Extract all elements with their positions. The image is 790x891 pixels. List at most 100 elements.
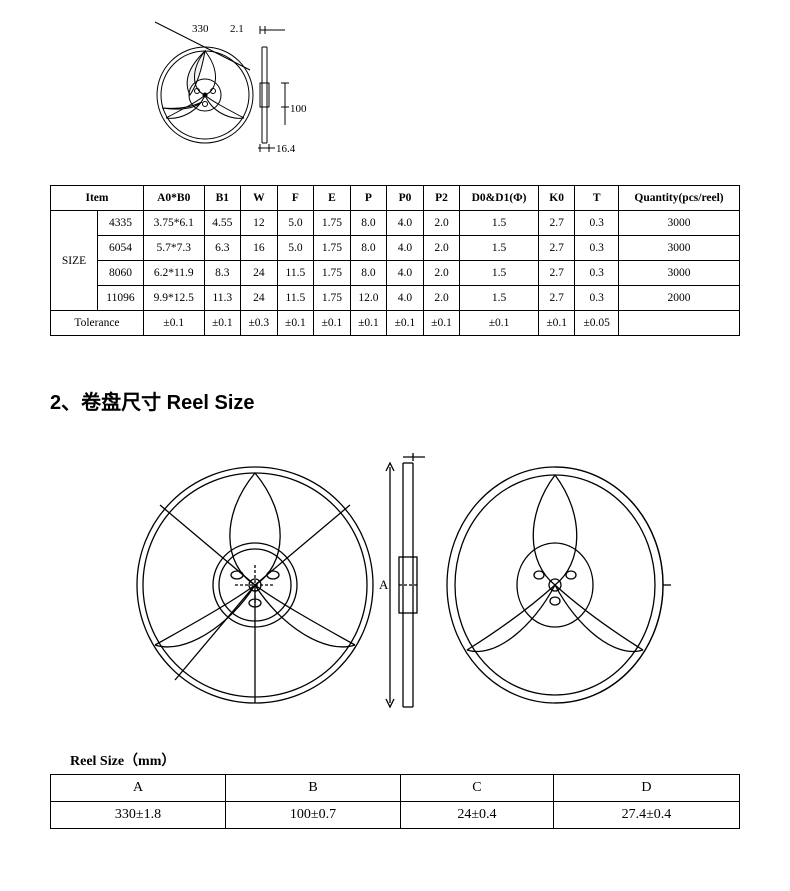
table-row: SIZE 4335 3.75*6.1 4.55 12 5.0 1.75 8.0 … <box>51 211 740 236</box>
cell: 24±0.4 <box>401 802 554 829</box>
col-w: W <box>241 186 278 211</box>
cell: 12.0 <box>350 286 387 311</box>
dim-16p4: 16.4 <box>276 143 296 155</box>
cell: 5.0 <box>277 236 314 261</box>
cell: 2.0 <box>423 286 460 311</box>
col-f: F <box>277 186 314 211</box>
cell: 1.75 <box>314 211 351 236</box>
cell: 2000 <box>619 286 740 311</box>
cell: ±0.1 <box>423 311 460 336</box>
cell: 11.5 <box>277 261 314 286</box>
cell: 8.0 <box>350 211 387 236</box>
reel-size-table: A B C D 330±1.8 100±0.7 24±0.4 27.4±0.4 <box>50 774 740 829</box>
cell: 12 <box>241 211 278 236</box>
table-header-row: A B C D <box>51 775 740 802</box>
cell: 6054 <box>98 236 144 261</box>
cell: 4.0 <box>387 286 424 311</box>
cell: 2.7 <box>538 286 575 311</box>
col-qty: Quantity(pcs/reel) <box>619 186 740 211</box>
col-D: D <box>553 775 739 802</box>
cell: 3000 <box>619 236 740 261</box>
cell: 0.3 <box>575 211 619 236</box>
size-label: SIZE <box>51 211 98 311</box>
tolerance-row: Tolerance ±0.1 ±0.1 ±0.3 ±0.1 ±0.1 ±0.1 … <box>51 311 740 336</box>
cell: 1.5 <box>460 286 539 311</box>
cell: 1.75 <box>314 261 351 286</box>
table-row: 330±1.8 100±0.7 24±0.4 27.4±0.4 <box>51 802 740 829</box>
cell: 4.55 <box>204 211 241 236</box>
top-reel-diagram: 330 2.1 100 1 <box>150 20 740 165</box>
cell: 8.0 <box>350 261 387 286</box>
table-row: 8060 6.2*11.9 8.3 24 11.5 1.75 8.0 4.0 2… <box>51 261 740 286</box>
cell: ±0.1 <box>204 311 241 336</box>
cell: 8.3 <box>204 261 241 286</box>
cell: 2.0 <box>423 211 460 236</box>
dim-100: 100 <box>290 103 307 115</box>
col-C: C <box>401 775 554 802</box>
cell: ±0.1 <box>387 311 424 336</box>
section-title-reel-size: 2、卷盘尺寸 Reel Size <box>50 386 740 415</box>
cell: 3000 <box>619 261 740 286</box>
cell: 24 <box>241 261 278 286</box>
cell: 4.0 <box>387 261 424 286</box>
cell: ±0.1 <box>538 311 575 336</box>
cell: 11.5 <box>277 286 314 311</box>
col-t: T <box>575 186 619 211</box>
cell: 16 <box>241 236 278 261</box>
cell: 330±1.8 <box>51 802 226 829</box>
cell: 3000 <box>619 211 740 236</box>
cell: 5.7*7.3 <box>143 236 204 261</box>
col-e: E <box>314 186 351 211</box>
cell: ±0.1 <box>350 311 387 336</box>
tolerance-label: Tolerance <box>51 311 144 336</box>
cell: 2.0 <box>423 236 460 261</box>
cell: 1.5 <box>460 236 539 261</box>
cell <box>619 311 740 336</box>
col-p2: P2 <box>423 186 460 211</box>
cell: 0.3 <box>575 261 619 286</box>
cell: 8.0 <box>350 236 387 261</box>
dim-A-label: A <box>379 577 389 592</box>
cell: 6.3 <box>204 236 241 261</box>
col-b1: B1 <box>204 186 241 211</box>
dim-2p1: 2.1 <box>230 23 244 35</box>
cell: ±0.3 <box>241 311 278 336</box>
cell: ±0.1 <box>314 311 351 336</box>
cell: 100±0.7 <box>226 802 401 829</box>
cell: 1.5 <box>460 261 539 286</box>
col-d: D0&D1(Φ) <box>460 186 539 211</box>
cell: 2.7 <box>538 261 575 286</box>
col-p0: P0 <box>387 186 424 211</box>
cell: 0.3 <box>575 286 619 311</box>
cell: ±0.05 <box>575 311 619 336</box>
cell: 4335 <box>98 211 144 236</box>
cell: 2.7 <box>538 211 575 236</box>
table-row: 6054 5.7*7.3 6.3 16 5.0 1.75 8.0 4.0 2.0… <box>51 236 740 261</box>
col-item: Item <box>51 186 144 211</box>
table-header-row: Item A0*B0 B1 W F E P P0 P2 D0&D1(Φ) K0 … <box>51 186 740 211</box>
cell: 5.0 <box>277 211 314 236</box>
cell: 1.75 <box>314 236 351 261</box>
cell: 6.2*11.9 <box>143 261 204 286</box>
col-p: P <box>350 186 387 211</box>
cell: 11096 <box>98 286 144 311</box>
col-B: B <box>226 775 401 802</box>
cell: 24 <box>241 286 278 311</box>
cell: 11.3 <box>204 286 241 311</box>
cell: 4.0 <box>387 236 424 261</box>
table-row: 11096 9.9*12.5 11.3 24 11.5 1.75 12.0 4.… <box>51 286 740 311</box>
cell: 3.75*6.1 <box>143 211 204 236</box>
dim-330: 330 <box>192 23 209 35</box>
col-a0b0: A0*B0 <box>143 186 204 211</box>
col-A: A <box>51 775 226 802</box>
cell: 2.0 <box>423 261 460 286</box>
cell: 4.0 <box>387 211 424 236</box>
cell: 2.7 <box>538 236 575 261</box>
reel-size-label: Reel Size（mm） <box>70 750 740 770</box>
cell: ±0.1 <box>460 311 539 336</box>
cell: 1.75 <box>314 286 351 311</box>
cell: 27.4±0.4 <box>553 802 739 829</box>
reel-size-diagram: A <box>50 445 740 720</box>
cell: ±0.1 <box>277 311 314 336</box>
cell: 1.5 <box>460 211 539 236</box>
